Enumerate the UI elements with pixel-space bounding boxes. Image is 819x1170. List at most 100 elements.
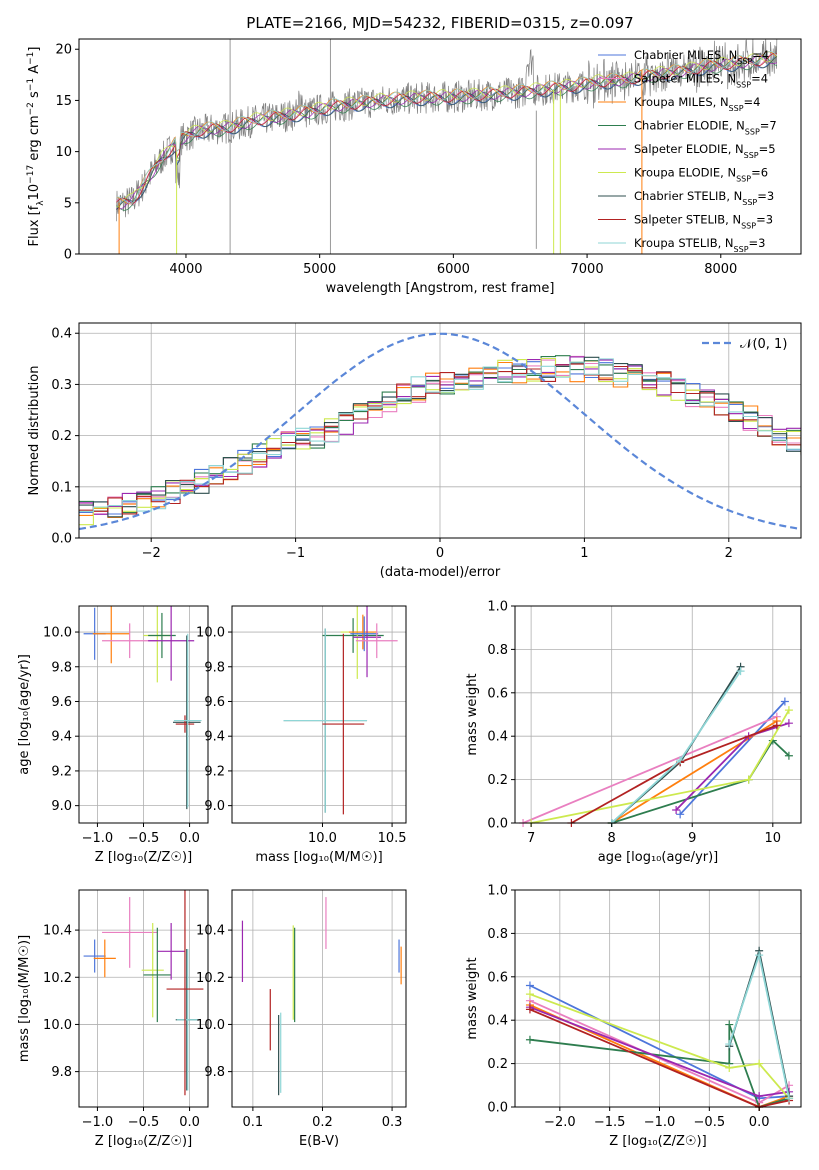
mass-weight-point <box>784 719 793 728</box>
y-axis-label: mass [log₁₀(M/M☉)] <box>17 935 32 1062</box>
weight_vs_age-panel: 7 8 9 10 0.0 0.2 0.4 0.6 0.8 1.0 age [log₁₀(age/yr… <box>465 600 802 865</box>
x-tick-label: −0.5 <box>128 1115 160 1130</box>
y-tick-label: 9.6 <box>204 695 225 710</box>
mass-weight-point <box>772 721 781 730</box>
model-spectrum-line <box>116 51 778 204</box>
model-spectrum-line <box>116 52 778 205</box>
y-tick-label: 10 <box>55 145 72 160</box>
x-tick-label: 6000 <box>437 262 470 277</box>
x-axis-label: (data-model)/error <box>380 565 501 580</box>
x-tick-label: 10.5 <box>378 831 407 846</box>
legend-entry: Salpeter MILES, NSSP=4 <box>634 72 768 90</box>
legend-entry: Kroupa STELIB, NSSP=3 <box>634 236 765 254</box>
x-tick-label: −1.5 <box>594 1115 626 1130</box>
legend-entry: Chabrier ELODIE, NSSP=7 <box>634 119 777 137</box>
residuals-panel: −2 −1 0 1 2 0.0 0.1 0.2 0.3 0.4 (data-model)/error… <box>27 322 802 580</box>
normal-curve <box>78 332 802 531</box>
y-tick-label: 0.3 <box>51 378 72 393</box>
y-tick-label: 9.4 <box>204 730 225 745</box>
mass-weight-point <box>755 1092 764 1101</box>
model-spectrum-line <box>116 57 778 211</box>
model-spectrum-line <box>116 55 778 210</box>
x-axis-label: Z [log₁₀(Z/Z☉)] <box>95 1134 192 1149</box>
y-axis-label: age [log₁₀(age/yr)] <box>17 654 32 775</box>
x-tick-label: −1.0 <box>644 1115 676 1130</box>
mass-weight-point <box>525 1005 534 1014</box>
x-tick-label: 5000 <box>303 262 336 277</box>
y-tick-label: 0.2 <box>51 429 72 444</box>
axes-frame <box>514 889 802 1108</box>
y-tick-label: 1.0 <box>487 884 508 899</box>
axes-frame <box>514 605 802 824</box>
x-tick-label: 0 <box>436 546 444 561</box>
y-tick-label: 0.4 <box>487 1014 508 1029</box>
x-tick-label: 0.2 <box>312 1115 333 1130</box>
x-axis-label: E(B-V) <box>299 1134 339 1149</box>
spectrum-panel: 4000 5000 6000 7000 8000 0 5 10 15 20 wavelength [… <box>26 14 802 296</box>
x-axis-label: wavelength [Angstrom, rest frame] <box>326 281 555 296</box>
y-tick-label: 10.4 <box>196 924 225 939</box>
residual-histogram <box>79 355 801 514</box>
mass-weight-point <box>525 990 534 999</box>
y-tick-label: 0.6 <box>487 970 508 985</box>
y-tick-label: 9.2 <box>204 764 225 779</box>
legend-entry: Kroupa MILES, NSSP=4 <box>634 95 760 113</box>
y-tick-label: 9.6 <box>51 695 72 710</box>
x-tick-label: 0.0 <box>179 1115 200 1130</box>
weight_vs_Z-panel: −2.0 −1.5 −1.0 −0.5 0.0 0.0 0.2 0.4 0.6 0.8 1.0 Z [… <box>465 884 802 1149</box>
y-tick-label: 5 <box>64 196 72 211</box>
legend-entry: Chabrier MILES, NSSP=4 <box>634 48 769 66</box>
x-tick-label: −0.5 <box>128 831 160 846</box>
x-tick-label: −1.0 <box>82 1115 114 1130</box>
mass-weight-point <box>785 1094 794 1103</box>
model-spectrum-line <box>116 56 778 211</box>
y-tick-label: 9.4 <box>51 730 72 745</box>
axes-frame <box>231 889 407 1108</box>
mass-weight-line <box>679 700 786 815</box>
y-tick-label: 9.0 <box>51 799 72 814</box>
mass-weight-line <box>529 993 790 1099</box>
y-tick-label: 10.2 <box>43 971 72 986</box>
x-tick-label: −1 <box>286 546 305 561</box>
mass-weight-point <box>676 810 685 819</box>
x-tick-label: −2.0 <box>544 1115 576 1130</box>
mass-weight-point <box>784 751 793 760</box>
y-tick-label: 10.2 <box>196 971 225 986</box>
x-tick-label: 0.0 <box>179 831 200 846</box>
mass-weight-point <box>676 756 685 765</box>
mass-weight-line <box>522 715 778 824</box>
y-tick-label: 9.8 <box>51 660 72 675</box>
y-tick-label: 10.0 <box>196 1018 225 1033</box>
residual-histogram <box>79 361 801 515</box>
mass-weight-line <box>611 720 778 824</box>
mass-weight-point <box>736 667 745 676</box>
x-axis-label: Z [log₁₀(Z/Z☉)] <box>95 850 192 865</box>
mass-weight-line <box>611 739 790 824</box>
x-axis-label: mass [log₁₀(M/M☉)] <box>255 850 382 865</box>
y-tick-label: 10.0 <box>43 626 72 641</box>
residual-histogram <box>79 356 801 518</box>
x-tick-label: 7000 <box>571 262 604 277</box>
y-tick-label: 0.1 <box>51 480 72 495</box>
x-tick-label: 7 <box>527 831 535 846</box>
x-tick-label: 0.0 <box>749 1115 770 1130</box>
y-tick-label: 0.6 <box>487 686 508 701</box>
y-tick-label: 0.2 <box>487 1057 508 1072</box>
mass-weight-point <box>780 697 789 706</box>
x-tick-label: 0.3 <box>382 1115 403 1130</box>
mass_vs_Z-panel: −1.0 −0.5 0.0 9.8 10.0 10.2 10.4 Z [log₁₀(Z/Z☉)… <box>17 889 209 1149</box>
model-spectrum-line <box>116 53 778 208</box>
y-axis-label: Flux [fλ10−17 erg cm−2 s−1 A−1] <box>26 47 46 247</box>
y-tick-label: 0.8 <box>487 643 508 658</box>
x-tick-label: 10 <box>765 831 782 846</box>
y-tick-label: 1.0 <box>487 600 508 615</box>
x-tick-label: 1 <box>580 546 588 561</box>
y-tick-label: 0.0 <box>487 1101 508 1116</box>
legend-entry: 𝒩(0, 1) <box>740 337 787 352</box>
residual-histogram <box>79 358 801 512</box>
y-tick-label: 9.0 <box>204 799 225 814</box>
mass-weight-point <box>725 1020 734 1029</box>
residual-histogram <box>79 363 801 515</box>
y-tick-label: 0 <box>64 248 72 263</box>
y-tick-label: 0.8 <box>487 927 508 942</box>
